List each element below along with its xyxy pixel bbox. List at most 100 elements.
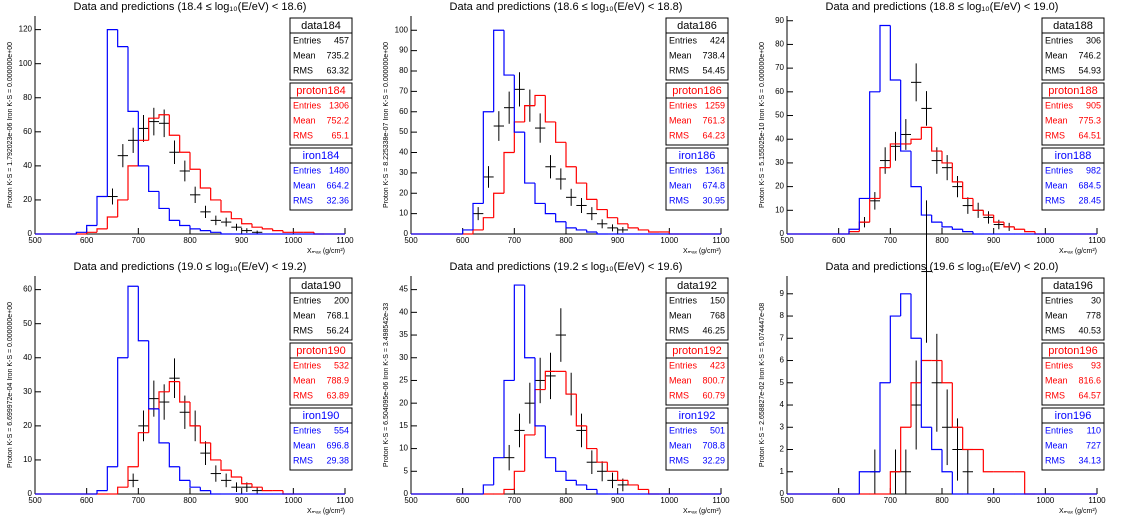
histogram-step (106, 29, 118, 197)
stat-label: RMS (669, 455, 689, 465)
y-tick-label: 40 (23, 161, 32, 170)
data-point (231, 223, 242, 231)
histogram-step (524, 285, 535, 359)
y-axis-label: Proton K-S = 6.699972e-04 Iron K-S = 0.0… (7, 302, 14, 468)
y-tick-label: 0 (28, 229, 33, 238)
stat-box-frame (1041, 407, 1105, 471)
panel: Data and predictions (19.2 ≤ log₁₀(E/eV)… (383, 261, 730, 515)
data-point (911, 360, 922, 450)
x-tick-label: 700 (884, 236, 898, 245)
histogram-step (858, 197, 870, 230)
histogram-step (493, 457, 504, 485)
stat-label: Mean (669, 310, 692, 320)
stat-value: 54.45 (702, 65, 725, 75)
y-tick-label: 70 (775, 63, 784, 72)
stat-value: 746.2 (1078, 50, 1101, 60)
histogram-step (241, 476, 252, 485)
stat-label: Mean (1045, 310, 1068, 320)
histogram-step (106, 216, 118, 229)
histogram-step (117, 486, 128, 494)
stat-value: 423 (710, 360, 725, 370)
stat-label: Entries (293, 35, 322, 45)
stat-box-title: data190 (301, 280, 341, 292)
x-tick-label: 500 (404, 236, 418, 245)
data-point (128, 127, 139, 153)
histogram-step (534, 357, 546, 427)
data-point (473, 207, 484, 221)
data-point (210, 465, 221, 482)
histogram-step (544, 425, 556, 459)
y-tick-label: 30 (775, 158, 784, 167)
histogram-step (617, 217, 628, 225)
histogram-step (282, 230, 294, 233)
histogram-step (1013, 226, 1025, 230)
stat-box: data184 Entries 457 Mean 735.2 RMS 63.32 (289, 17, 353, 81)
x-tick-label: 800 (559, 236, 573, 245)
x-tick-label: 600 (456, 236, 470, 245)
stat-box: data196 Entries 30 Mean 778 RMS 40.53 (1041, 277, 1105, 341)
stat-box: proton196 Entries 93 Mean 816.6 RMS 64.57 (1041, 342, 1105, 406)
y-axis-label: Proton K-S = 2.658827e-02 Iron K-S = 5.0… (759, 303, 766, 467)
histogram-step (637, 227, 649, 231)
panel: Data and predictions (18.8 ≤ log₁₀(E/eV)… (759, 1, 1106, 255)
data-point (576, 197, 587, 214)
stat-value: 768 (710, 310, 725, 320)
data-point (514, 72, 525, 107)
stat-box-frame (289, 82, 353, 146)
histogram-step (910, 382, 922, 428)
histogram-step (179, 220, 190, 227)
histogram-step (482, 111, 494, 204)
stat-box-frame (1041, 17, 1105, 81)
histogram-step (920, 338, 932, 428)
stat-box-title: iron184 (303, 150, 340, 162)
y-tick-label: 5 (404, 466, 409, 475)
stat-label: Mean (293, 310, 316, 320)
histogram-step (931, 427, 942, 451)
histogram-step (148, 165, 159, 193)
x-tick-label: 800 (183, 236, 197, 245)
histogram-step (210, 188, 221, 201)
histogram-step (179, 381, 190, 403)
histogram-step (972, 231, 984, 235)
x-tick-label: 600 (832, 236, 846, 245)
y-axis-label: Proton K-S = 1.792023e-06 Iron K-S = 0.0… (7, 42, 14, 208)
data-point (555, 168, 566, 190)
histogram-step (230, 211, 242, 220)
histogram-step (472, 229, 484, 234)
histogram-step (900, 426, 911, 472)
panel: Data and predictions (19.6 ≤ log₁₀(E/eV)… (759, 200, 1106, 515)
histogram-step (534, 183, 546, 205)
stat-box: proton184 Entries 1306 Mean 752.2 RMS 65.1 (289, 82, 353, 146)
histogram-step (210, 230, 221, 233)
x-tick-label: 700 (508, 496, 522, 505)
data-point (900, 119, 911, 150)
histogram-step (900, 293, 911, 317)
stat-label: Entries (669, 425, 698, 435)
histogram-step (941, 151, 953, 164)
histogram-step (889, 143, 901, 168)
data-point (159, 109, 170, 138)
x-tick-label: 500 (28, 236, 42, 245)
stat-label: RMS (293, 325, 313, 335)
data-point (576, 413, 587, 448)
x-tick-label: 600 (832, 496, 846, 505)
data-point (117, 144, 128, 168)
stat-box: iron186 Entries 1361 Mean 674.8 RMS 30.95 (665, 147, 729, 211)
stat-label: Entries (293, 425, 322, 435)
histogram-step (544, 203, 556, 215)
data-point (231, 482, 242, 492)
histogram-step (848, 228, 860, 234)
stat-value: 424 (710, 35, 725, 45)
panel: Data and predictions (19.0 ≤ log₁₀(E/eV)… (7, 261, 354, 515)
data-point (148, 380, 159, 417)
x-tick-label: 800 (935, 236, 949, 245)
data-point (586, 207, 597, 221)
data-point (921, 200, 932, 343)
stat-value: 60.79 (702, 390, 725, 400)
y-tick-label: 45 (399, 285, 408, 294)
x-tick-label: 900 (235, 236, 249, 245)
histogram-step (962, 181, 973, 200)
y-tick-label: 20 (775, 182, 784, 191)
data-point (890, 131, 901, 161)
